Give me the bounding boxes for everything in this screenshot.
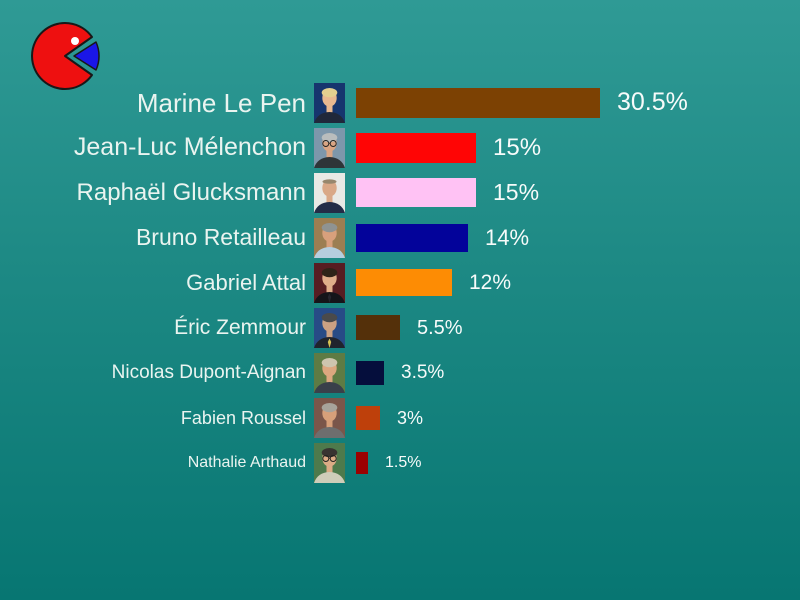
candidate-row: Fabien Roussel 3% [0, 395, 800, 440]
candidate-row: Raphaël Glucksmann 15% [0, 170, 800, 215]
candidate-name: Bruno Retailleau [135, 224, 306, 250]
candidate-name: Nathalie Arthaud [187, 453, 306, 471]
result-value: 15% [493, 133, 542, 161]
result-bar [356, 87, 600, 118]
candidate-name: Fabien Roussel [180, 407, 306, 428]
candidate-row: Nicolas Dupont-Aignan 3.5% [0, 350, 800, 395]
result-bar [356, 315, 400, 340]
candidate-name: Gabriel Attal [186, 269, 306, 295]
result-value: 12% [469, 271, 512, 294]
result-value: 30.5% [617, 88, 688, 116]
candidate-row: Bruno Retailleau 14% [0, 215, 800, 260]
result-bar [356, 269, 452, 296]
candidate-row: Éric Zemmour 5.5% [0, 305, 800, 350]
candidate-name: Marine Le Pen [136, 87, 306, 118]
candidate-row: Gabriel Attal 12% [0, 260, 800, 305]
portrait-marine-le-pen [314, 82, 345, 123]
result-value: 14% [485, 224, 530, 250]
portrait-nathalie-arthaud [314, 442, 345, 483]
result-value: 5.5% [417, 316, 463, 339]
portrait-raphael-glucksmann [314, 172, 345, 213]
portrait-gabriel-attal [314, 262, 345, 303]
portrait-jean-luc-melenchon [314, 127, 345, 168]
result-bar [356, 178, 476, 207]
candidate-name: Éric Zemmour [174, 316, 306, 339]
portrait-eric-zemmour [314, 307, 345, 348]
candidate-name: Raphaël Glucksmann [76, 178, 306, 206]
result-value: 1.5% [385, 453, 422, 471]
result-bar [356, 132, 476, 163]
candidate-row: Jean-Luc Mélenchon 15% [0, 125, 800, 170]
candidate-name: Nicolas Dupont-Aignan [111, 362, 306, 383]
result-bar [356, 223, 468, 252]
result-value: 15% [493, 179, 540, 205]
result-bar [356, 451, 368, 474]
candidate-name: Jean-Luc Mélenchon [73, 133, 306, 161]
portrait-fabien-roussel [314, 397, 345, 438]
result-value: 3.5% [401, 362, 445, 383]
result-bar [356, 405, 380, 430]
portrait-bruno-retailleau [314, 217, 345, 258]
candidate-row: Marine Le Pen 30.5% [0, 80, 800, 125]
pie-pacman-logo-icon [31, 22, 100, 90]
portrait-nicolas-dupont-aignan [314, 352, 345, 393]
result-bar [356, 360, 384, 385]
candidate-row: Nathalie Arthaud 1.5% [0, 440, 800, 485]
result-value: 3% [397, 407, 424, 428]
